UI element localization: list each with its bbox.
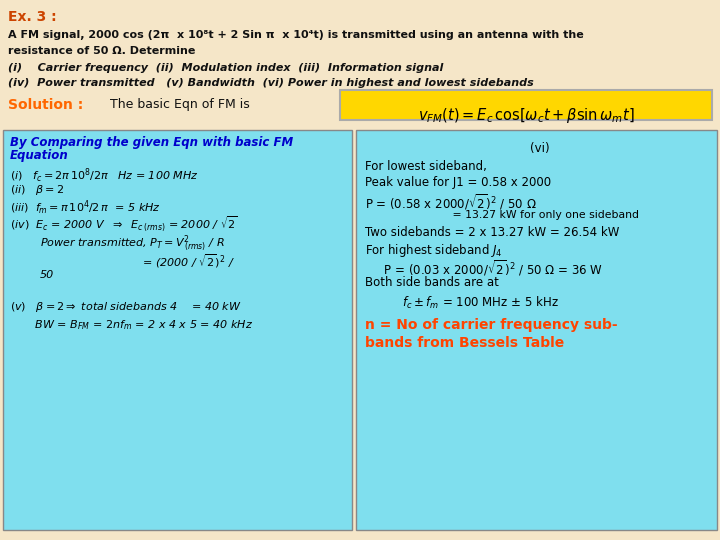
- Text: Two sidebands = 2 x 13.27 kW = 26.54 kW: Two sidebands = 2 x 13.27 kW = 26.54 kW: [365, 226, 619, 239]
- Text: A FM signal, 2000 cos (2π  x 10⁸t + 2 Sin π  x 10⁴t) is transmitted using an ant: A FM signal, 2000 cos (2π x 10⁸t + 2 Sin…: [8, 30, 584, 40]
- Text: Peak value for J1 = 0.58 x 2000: Peak value for J1 = 0.58 x 2000: [365, 176, 551, 189]
- Bar: [340, 90, 712, 120]
- Text: P = (0.03 x 2000/$\sqrt{2})^2$ / 50 $\Omega$ = 36 W: P = (0.03 x 2000/$\sqrt{2})^2$ / 50 $\Om…: [365, 258, 603, 278]
- Text: (iv)  Power transmitted   (v) Bandwidth  (vi) Power in highest and lowest sideba: (iv) Power transmitted (v) Bandwidth (vi…: [8, 78, 534, 88]
- Text: (i)    Carrier frequency  (ii)  Modulation index  (iii)  Information signal: (i) Carrier frequency (ii) Modulation in…: [8, 63, 444, 73]
- Text: $f_c \pm f_m$ = 100 MHz $\pm$ 5 kHz: $f_c \pm f_m$ = 100 MHz $\pm$ 5 kHz: [365, 295, 559, 311]
- Text: Solution :: Solution :: [8, 98, 84, 112]
- Text: 50: 50: [40, 270, 54, 280]
- Text: $(iii)$  $f_m = \pi\,10^4 / 2\,\pi$  = 5 kHz: $(iii)$ $f_m = \pi\,10^4 / 2\,\pi$ = 5 k…: [10, 199, 161, 217]
- Text: By Comparing the given Eqn with basic FM: By Comparing the given Eqn with basic FM: [10, 136, 293, 149]
- Text: $(ii)$   $\beta = 2$: $(ii)$ $\beta = 2$: [10, 183, 64, 197]
- Text: Power transmitted, $P_T = V^2_{\,(rms)}$ / R: Power transmitted, $P_T = V^2_{\,(rms)}$…: [40, 234, 225, 254]
- Text: n = No of carrier frequency sub-: n = No of carrier frequency sub-: [365, 318, 618, 332]
- Text: = 13.27 kW for only one sideband: = 13.27 kW for only one sideband: [365, 210, 639, 220]
- Text: (vi): (vi): [530, 142, 549, 155]
- Text: $v_{FM}(t) = E_c\,\cos[\omega_c t + \beta\sin\omega_m t]$: $v_{FM}(t) = E_c\,\cos[\omega_c t + \bet…: [418, 106, 634, 125]
- Bar: [3, 130, 352, 530]
- Text: The basic Eqn of FM is: The basic Eqn of FM is: [110, 98, 250, 111]
- Bar: [356, 130, 717, 530]
- Text: For lowest sideband,: For lowest sideband,: [365, 160, 487, 173]
- Text: For highest sideband $J_4$: For highest sideband $J_4$: [365, 242, 503, 259]
- Text: BW = $B_{FM}$ = $2nf_m$ = 2 x 4 x 5 = 40 kHz: BW = $B_{FM}$ = $2nf_m$ = 2 x 4 x 5 = 40…: [10, 318, 253, 332]
- Text: resistance of 50 Ω. Determine: resistance of 50 Ω. Determine: [8, 46, 195, 56]
- Text: = (2000 / $\sqrt{2})^2$ /: = (2000 / $\sqrt{2})^2$ /: [40, 252, 235, 269]
- Text: bands from Bessels Table: bands from Bessels Table: [365, 336, 564, 350]
- Text: $(v)$   $\beta = 2 \Rightarrow$ total sidebands 4    = 40 kW: $(v)$ $\beta = 2 \Rightarrow$ total side…: [10, 300, 241, 314]
- Text: $(iv)$  $E_c$ = 2000 V  $\Rightarrow$  $E_{c\,(rms)}$ = 2000 / $\sqrt{2}$: $(iv)$ $E_c$ = 2000 V $\Rightarrow$ $E_{…: [10, 215, 238, 234]
- Text: $(i)$   $f_c = 2\pi\,10^8 / 2\pi$   Hz = 100 MHz: $(i)$ $f_c = 2\pi\,10^8 / 2\pi$ Hz = 100…: [10, 167, 199, 185]
- Text: Equation: Equation: [10, 149, 68, 162]
- Text: Ex. 3 :: Ex. 3 :: [8, 10, 57, 24]
- Text: P = (0.58 x 2000/$\sqrt{2})^2$ / 50 $\Omega$: P = (0.58 x 2000/$\sqrt{2})^2$ / 50 $\Om…: [365, 192, 536, 212]
- Text: Both side bands are at: Both side bands are at: [365, 276, 499, 289]
